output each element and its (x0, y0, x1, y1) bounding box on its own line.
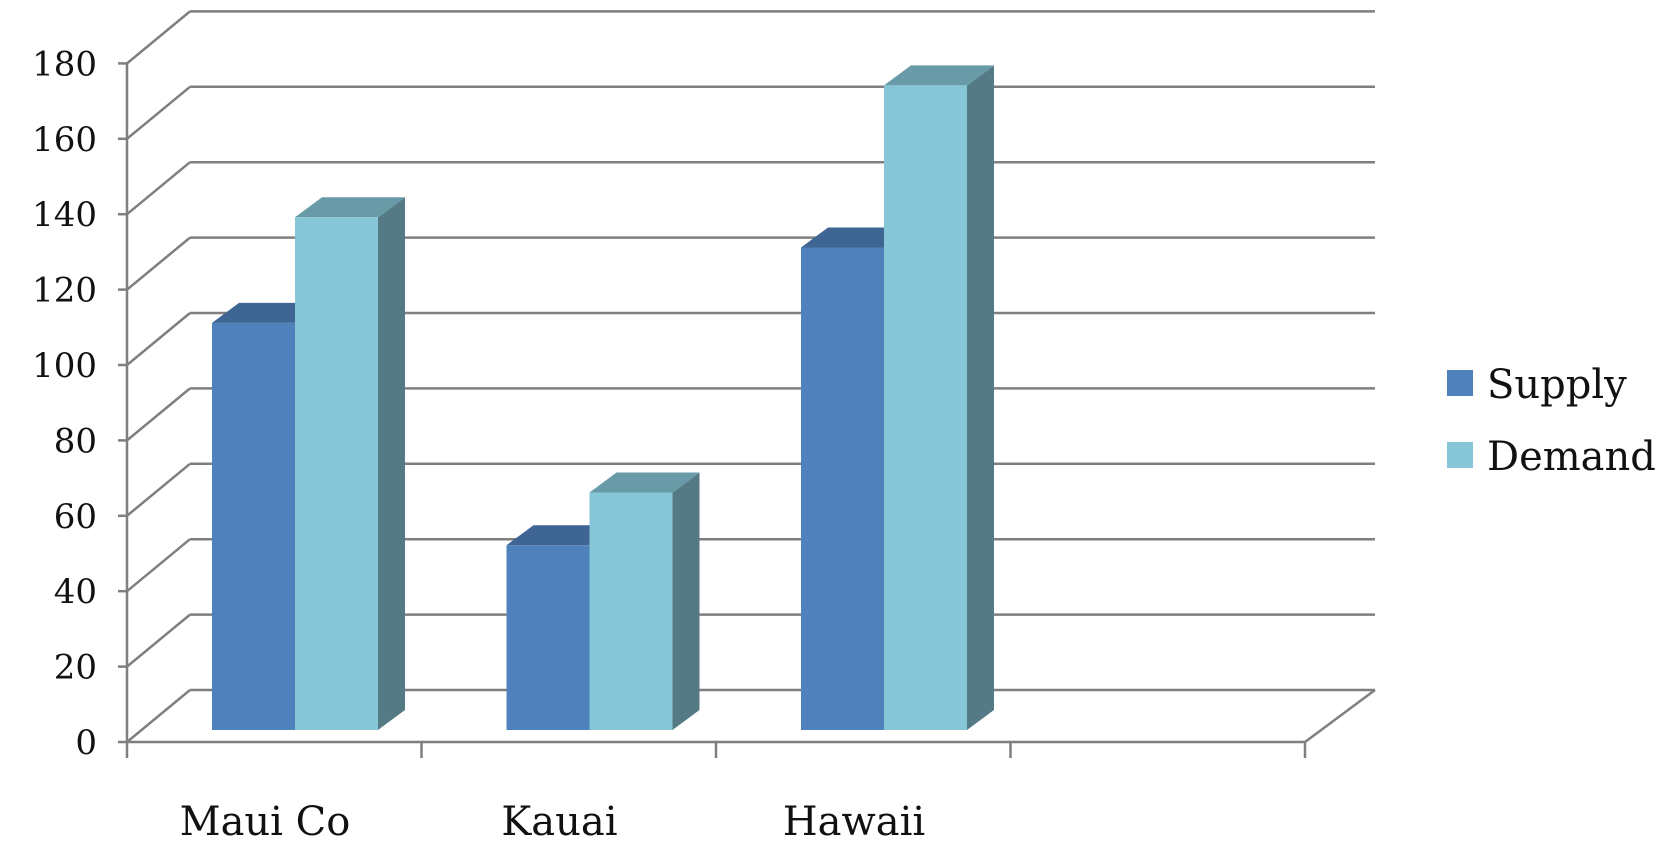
y-tick-label: 120 (32, 271, 97, 311)
y-tick-label: 80 (54, 421, 97, 461)
bars (212, 65, 994, 730)
bar-top-face (884, 65, 994, 86)
legend-item-supply: Supply (1447, 362, 1627, 408)
bar-front-face (801, 247, 884, 730)
gridline-diagonal (126, 10, 191, 65)
bar-side-face (378, 197, 405, 730)
y-tick-labels: 0 20 40 60 80 100 120 140 160 180 (32, 44, 97, 763)
y-tick-label: 140 (32, 195, 97, 235)
gridline-diagonal (126, 161, 191, 216)
x-tick-label: Maui Co (180, 799, 351, 842)
bar-demand-maui-co (295, 197, 405, 730)
legend-label: Supply (1487, 362, 1627, 408)
y-tick-label: 100 (32, 346, 97, 386)
bar-top-face (589, 472, 700, 493)
y-tick-label: 0 (75, 723, 97, 763)
gridline-diagonal (126, 236, 191, 291)
floor-right-edge (1304, 688, 1376, 744)
gridline-diagonal (126, 538, 191, 593)
y-tick-label: 20 (54, 648, 97, 688)
gridline-diagonal (126, 689, 191, 743)
bar-front-face (212, 322, 295, 730)
legend: Supply Demand (1447, 362, 1656, 480)
bar-demand-kauai (589, 472, 700, 730)
bar-front-face (295, 217, 378, 730)
gridline-diagonal (126, 85, 191, 140)
bar-front-face (506, 545, 590, 730)
bar-demand-hawaii (884, 65, 994, 730)
y-tick-label: 180 (32, 44, 97, 84)
y-tick-label: 160 (32, 120, 97, 160)
bar-side-face (967, 65, 994, 730)
bar-top-face (801, 227, 911, 248)
legend-label: Demand (1487, 434, 1656, 480)
legend-swatch (1447, 442, 1473, 468)
legend-swatch (1447, 370, 1473, 396)
gridline-diagonal (126, 613, 191, 668)
y-tick-label: 40 (54, 572, 97, 612)
bar-top-face (506, 525, 617, 546)
bar-top-face (295, 197, 405, 218)
x-tick-labels: Maui Co Kauai Hawaii (180, 799, 926, 842)
x-tick-label: Kauai (501, 799, 617, 842)
legend-item-demand: Demand (1447, 434, 1656, 480)
gridline-diagonal (126, 462, 191, 517)
y-tick-label: 60 (54, 497, 97, 537)
bar-side-face (672, 472, 700, 730)
gridline-diagonal (126, 312, 191, 366)
x-tick-label: Hawaii (783, 799, 925, 842)
bar-front-face (589, 492, 673, 730)
bar-front-face (884, 85, 967, 730)
bar-top-face (212, 302, 322, 323)
gridline-diagonal (126, 387, 191, 442)
axes (118, 62, 1376, 758)
